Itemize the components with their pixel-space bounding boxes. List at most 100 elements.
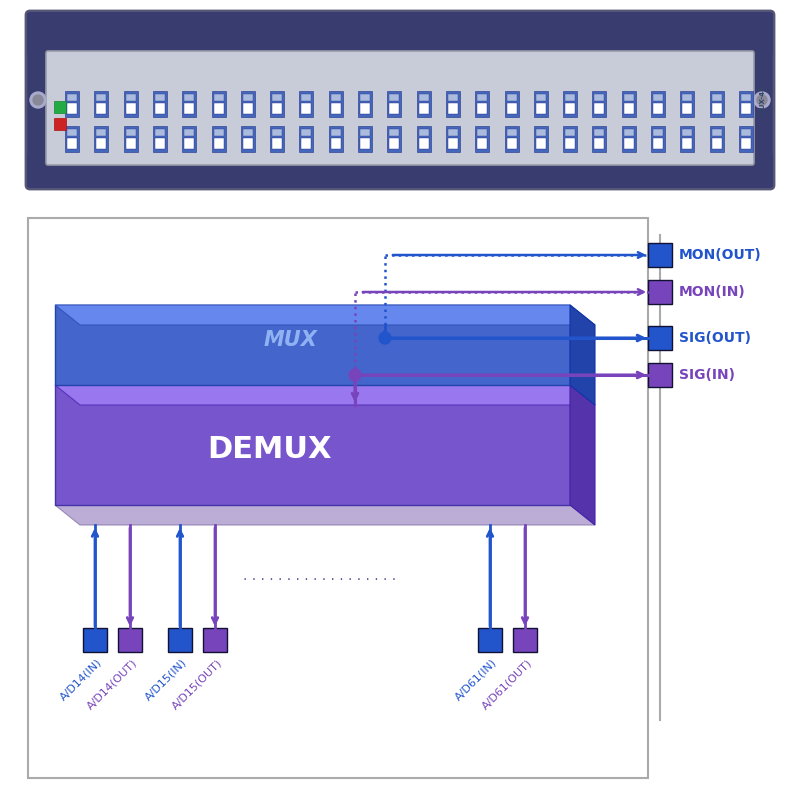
FancyBboxPatch shape bbox=[624, 103, 634, 114]
Text: A/D15(OUT): A/D15(OUT) bbox=[170, 657, 224, 711]
FancyBboxPatch shape bbox=[124, 126, 138, 152]
FancyBboxPatch shape bbox=[651, 91, 665, 117]
FancyBboxPatch shape bbox=[741, 94, 751, 101]
FancyBboxPatch shape bbox=[593, 91, 606, 117]
Polygon shape bbox=[55, 385, 595, 405]
FancyBboxPatch shape bbox=[27, 12, 773, 56]
FancyBboxPatch shape bbox=[46, 51, 754, 165]
Text: MUX-48: MUX-48 bbox=[759, 85, 765, 115]
FancyBboxPatch shape bbox=[390, 138, 399, 149]
FancyBboxPatch shape bbox=[448, 129, 458, 136]
FancyBboxPatch shape bbox=[96, 129, 106, 136]
FancyBboxPatch shape bbox=[168, 628, 192, 652]
FancyBboxPatch shape bbox=[534, 126, 548, 152]
FancyBboxPatch shape bbox=[418, 138, 429, 149]
FancyBboxPatch shape bbox=[243, 138, 253, 149]
FancyBboxPatch shape bbox=[478, 103, 487, 114]
FancyBboxPatch shape bbox=[712, 103, 722, 114]
FancyBboxPatch shape bbox=[478, 138, 487, 149]
FancyBboxPatch shape bbox=[360, 94, 370, 101]
FancyBboxPatch shape bbox=[94, 91, 108, 117]
FancyBboxPatch shape bbox=[739, 126, 753, 152]
FancyBboxPatch shape bbox=[118, 628, 142, 652]
FancyBboxPatch shape bbox=[417, 91, 430, 117]
FancyBboxPatch shape bbox=[505, 126, 518, 152]
Text: A/D15(IN): A/D15(IN) bbox=[144, 657, 189, 702]
FancyBboxPatch shape bbox=[329, 126, 342, 152]
FancyBboxPatch shape bbox=[648, 363, 672, 387]
FancyBboxPatch shape bbox=[28, 218, 648, 778]
Text: MON(IN): MON(IN) bbox=[679, 285, 746, 299]
FancyBboxPatch shape bbox=[712, 129, 722, 136]
FancyBboxPatch shape bbox=[360, 103, 370, 114]
FancyBboxPatch shape bbox=[155, 129, 165, 136]
Text: MON(OUT): MON(OUT) bbox=[679, 248, 762, 262]
FancyBboxPatch shape bbox=[329, 91, 342, 117]
FancyBboxPatch shape bbox=[124, 91, 138, 117]
FancyBboxPatch shape bbox=[67, 138, 77, 149]
FancyBboxPatch shape bbox=[65, 126, 79, 152]
FancyBboxPatch shape bbox=[214, 138, 223, 149]
FancyBboxPatch shape bbox=[478, 129, 487, 136]
FancyBboxPatch shape bbox=[622, 126, 636, 152]
Circle shape bbox=[379, 332, 391, 344]
FancyBboxPatch shape bbox=[184, 138, 194, 149]
FancyBboxPatch shape bbox=[243, 94, 253, 101]
Circle shape bbox=[757, 95, 767, 105]
FancyBboxPatch shape bbox=[710, 91, 724, 117]
FancyBboxPatch shape bbox=[594, 94, 605, 101]
FancyBboxPatch shape bbox=[96, 94, 106, 101]
FancyBboxPatch shape bbox=[360, 138, 370, 149]
FancyBboxPatch shape bbox=[565, 103, 575, 114]
FancyBboxPatch shape bbox=[648, 326, 672, 350]
FancyBboxPatch shape bbox=[299, 91, 314, 117]
FancyBboxPatch shape bbox=[536, 129, 546, 136]
FancyBboxPatch shape bbox=[302, 129, 311, 136]
FancyBboxPatch shape bbox=[390, 94, 399, 101]
FancyBboxPatch shape bbox=[360, 129, 370, 136]
FancyBboxPatch shape bbox=[682, 138, 692, 149]
FancyBboxPatch shape bbox=[448, 138, 458, 149]
Text: A/D61(IN): A/D61(IN) bbox=[454, 657, 499, 702]
FancyBboxPatch shape bbox=[272, 103, 282, 114]
Text: DEMUX: DEMUX bbox=[208, 435, 332, 465]
FancyBboxPatch shape bbox=[155, 94, 165, 101]
FancyBboxPatch shape bbox=[26, 11, 774, 189]
FancyBboxPatch shape bbox=[155, 138, 165, 149]
FancyBboxPatch shape bbox=[622, 91, 636, 117]
FancyBboxPatch shape bbox=[299, 126, 314, 152]
FancyBboxPatch shape bbox=[203, 628, 227, 652]
FancyBboxPatch shape bbox=[478, 94, 487, 101]
FancyBboxPatch shape bbox=[184, 129, 194, 136]
FancyBboxPatch shape bbox=[358, 91, 372, 117]
FancyBboxPatch shape bbox=[54, 118, 66, 130]
FancyBboxPatch shape bbox=[94, 126, 108, 152]
FancyBboxPatch shape bbox=[417, 126, 430, 152]
FancyBboxPatch shape bbox=[330, 138, 341, 149]
FancyBboxPatch shape bbox=[153, 126, 167, 152]
FancyBboxPatch shape bbox=[534, 91, 548, 117]
FancyBboxPatch shape bbox=[302, 138, 311, 149]
FancyBboxPatch shape bbox=[96, 103, 106, 114]
FancyBboxPatch shape bbox=[126, 94, 136, 101]
FancyBboxPatch shape bbox=[710, 126, 724, 152]
Text: SIG(OUT): SIG(OUT) bbox=[679, 331, 751, 345]
Text: A/D14(OUT): A/D14(OUT) bbox=[85, 657, 139, 711]
FancyBboxPatch shape bbox=[565, 94, 575, 101]
FancyBboxPatch shape bbox=[680, 126, 694, 152]
FancyBboxPatch shape bbox=[624, 129, 634, 136]
FancyBboxPatch shape bbox=[54, 101, 66, 113]
FancyBboxPatch shape bbox=[741, 103, 751, 114]
FancyBboxPatch shape bbox=[83, 628, 107, 652]
FancyBboxPatch shape bbox=[475, 91, 490, 117]
FancyBboxPatch shape bbox=[387, 126, 402, 152]
FancyBboxPatch shape bbox=[67, 94, 77, 101]
Polygon shape bbox=[570, 385, 595, 525]
FancyBboxPatch shape bbox=[739, 91, 753, 117]
FancyBboxPatch shape bbox=[241, 91, 255, 117]
FancyBboxPatch shape bbox=[182, 126, 196, 152]
FancyBboxPatch shape bbox=[446, 126, 460, 152]
FancyBboxPatch shape bbox=[653, 138, 663, 149]
FancyBboxPatch shape bbox=[563, 91, 577, 117]
FancyBboxPatch shape bbox=[594, 129, 605, 136]
